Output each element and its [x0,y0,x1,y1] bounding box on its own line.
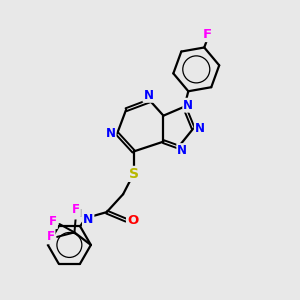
Text: N: N [177,144,187,157]
Text: F: F [46,230,55,243]
Text: S: S [129,167,139,181]
Text: N: N [143,89,154,102]
Text: F: F [72,203,80,216]
Text: N: N [106,127,116,140]
Text: F: F [203,28,212,41]
Text: F: F [49,215,57,228]
Text: H: H [73,208,82,219]
Text: N: N [195,122,205,135]
Text: N: N [83,213,93,226]
Text: O: O [127,214,138,227]
Text: N: N [183,99,193,112]
